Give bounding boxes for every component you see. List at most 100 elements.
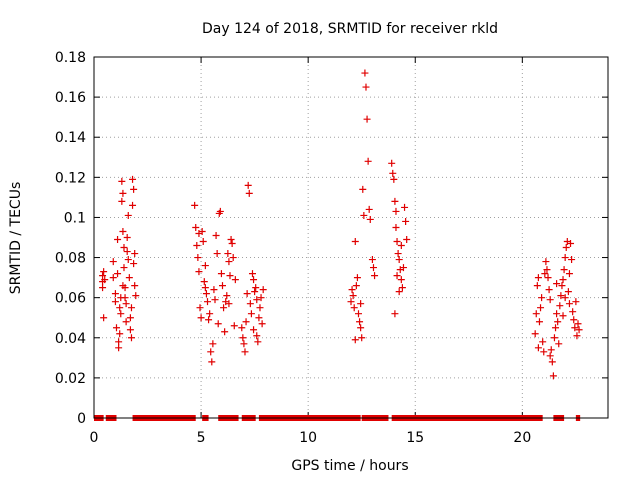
data-point bbox=[393, 238, 401, 246]
data-point bbox=[122, 300, 130, 308]
data-point bbox=[403, 236, 411, 244]
data-point bbox=[241, 348, 249, 356]
data-point bbox=[250, 276, 258, 284]
data-point bbox=[565, 300, 573, 308]
data-point bbox=[251, 288, 259, 296]
data-point bbox=[119, 227, 127, 235]
data-point bbox=[353, 274, 361, 282]
data-point bbox=[356, 318, 364, 326]
data-point bbox=[100, 314, 108, 322]
data-point bbox=[535, 318, 543, 326]
data-point bbox=[123, 234, 131, 241]
data-point bbox=[127, 304, 135, 312]
data-point bbox=[568, 256, 576, 264]
data-point bbox=[118, 197, 126, 205]
y-tick-label: 0.06 bbox=[55, 291, 86, 307]
data-point bbox=[395, 288, 403, 296]
data-point bbox=[369, 264, 377, 272]
data-point bbox=[555, 340, 563, 348]
data-point bbox=[227, 236, 235, 244]
data-point bbox=[216, 207, 224, 215]
data-point bbox=[119, 189, 127, 197]
data-point bbox=[567, 240, 575, 248]
data-point bbox=[131, 250, 139, 258]
data-point bbox=[129, 201, 137, 209]
data-point bbox=[392, 223, 400, 231]
data-point bbox=[201, 284, 209, 292]
data-point bbox=[223, 292, 231, 300]
data-point bbox=[109, 274, 117, 282]
data-point bbox=[371, 272, 379, 280]
data-point bbox=[397, 276, 405, 284]
data-point bbox=[130, 260, 138, 268]
data-point bbox=[246, 300, 254, 308]
data-point bbox=[202, 290, 210, 298]
data-point bbox=[99, 284, 107, 292]
data-point bbox=[100, 268, 108, 276]
data-point bbox=[533, 282, 541, 290]
data-point bbox=[208, 358, 216, 366]
data-point bbox=[534, 274, 542, 282]
data-point bbox=[191, 201, 199, 209]
data-point bbox=[254, 338, 262, 346]
data-point bbox=[116, 304, 124, 312]
data-point bbox=[115, 338, 123, 346]
data-point bbox=[195, 229, 203, 237]
axis-layer bbox=[93, 56, 608, 419]
data-point bbox=[547, 346, 555, 354]
data-point bbox=[111, 298, 119, 306]
data-point bbox=[359, 185, 367, 193]
data-point bbox=[124, 211, 132, 219]
data-point bbox=[204, 298, 212, 306]
data-point bbox=[554, 318, 562, 326]
data-point bbox=[217, 270, 225, 278]
data-point bbox=[392, 207, 400, 215]
data-point bbox=[559, 276, 567, 284]
data-point bbox=[360, 211, 368, 219]
data-point bbox=[559, 312, 567, 320]
data-point bbox=[199, 238, 207, 246]
data-point bbox=[120, 264, 128, 272]
data-point bbox=[545, 286, 553, 294]
data-point bbox=[99, 272, 107, 280]
data-point bbox=[534, 344, 542, 352]
data-point bbox=[570, 316, 578, 324]
data-point bbox=[120, 244, 128, 252]
data-point bbox=[358, 334, 366, 342]
data-point bbox=[571, 324, 579, 332]
data-point bbox=[219, 282, 226, 290]
data-point bbox=[399, 264, 407, 272]
data-point bbox=[250, 326, 258, 334]
data-point bbox=[401, 203, 409, 211]
data-point bbox=[126, 314, 134, 322]
data-point bbox=[538, 294, 546, 302]
data-point bbox=[210, 286, 218, 294]
data-point bbox=[389, 169, 397, 177]
data-point bbox=[365, 205, 373, 213]
y-tick-label: 0.04 bbox=[55, 331, 86, 347]
data-point bbox=[238, 324, 246, 332]
x-tick-label: 5 bbox=[197, 430, 206, 446]
data-point bbox=[572, 298, 580, 306]
data-point bbox=[531, 330, 539, 338]
data-point bbox=[225, 300, 233, 308]
data-point bbox=[209, 340, 217, 348]
data-point bbox=[351, 238, 359, 246]
data-point bbox=[388, 159, 396, 167]
data-point bbox=[213, 250, 221, 258]
data-point bbox=[564, 288, 572, 296]
data-point bbox=[573, 332, 581, 340]
data-point bbox=[196, 304, 204, 312]
data-point bbox=[549, 372, 557, 380]
plot-frame bbox=[93, 56, 609, 419]
data-point bbox=[130, 185, 138, 193]
data-point bbox=[207, 348, 215, 356]
data-point bbox=[357, 300, 365, 308]
data-point bbox=[125, 274, 133, 282]
y-axis-label: SRMTID / TECUs bbox=[8, 182, 24, 295]
data-point bbox=[361, 69, 369, 77]
data-point bbox=[256, 304, 264, 312]
data-point bbox=[220, 304, 228, 312]
